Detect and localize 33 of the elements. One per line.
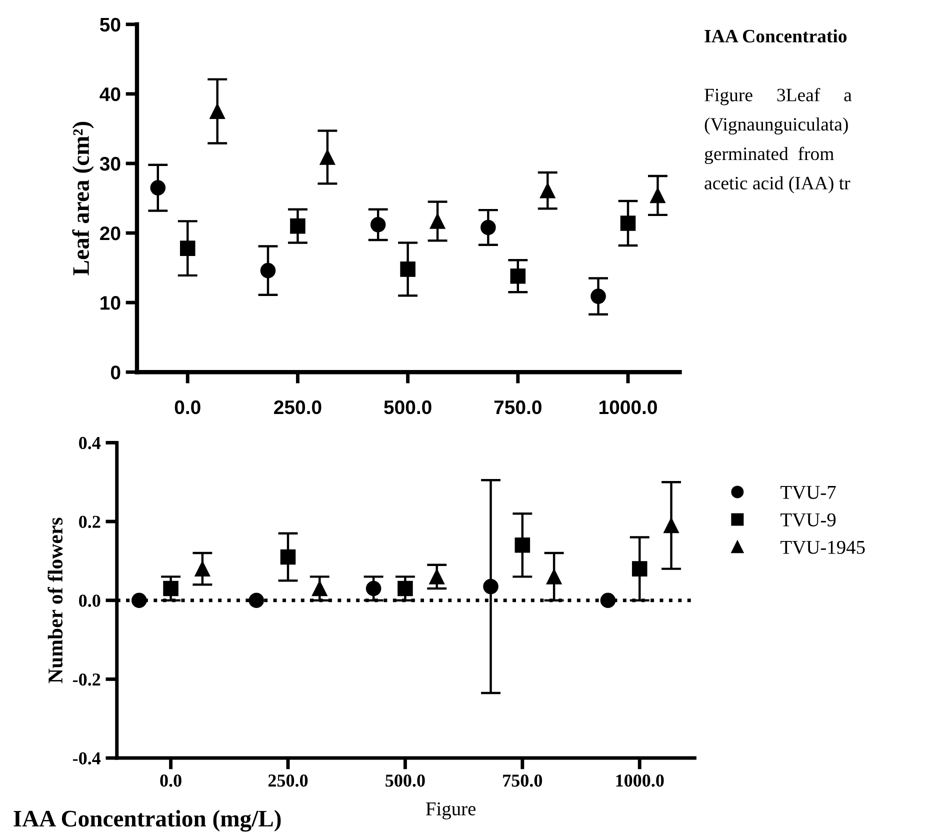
x-tick-label: 750.0 — [503, 774, 542, 787]
x-tick-label: 250.0 — [268, 774, 308, 787]
y-tick-label: 0.0 — [79, 594, 100, 607]
y-tick-label: 0.2 — [79, 516, 100, 528]
y-tick-label: -0.4 — [72, 752, 101, 765]
y-axis-title: Leaf area (cm²) — [72, 122, 94, 276]
legend-label: TVU-9 — [780, 513, 836, 527]
text: (Vignaunguiculata) — [704, 117, 848, 135]
x-tick-label: 0.0 — [174, 400, 200, 414]
x-tick-label: 0.0 — [160, 774, 182, 787]
x-tick-label: 500.0 — [386, 774, 425, 787]
text: acetic acid (IAA) tr — [704, 176, 850, 194]
y-tick-label: 10 — [100, 296, 120, 310]
text: Figure — [426, 802, 476, 820]
y-tick-label: 40 — [100, 87, 120, 102]
x-tick-label: 1000.0 — [616, 774, 664, 787]
y-tick-label: 0.4 — [79, 436, 101, 450]
y-axis-title: Number of flowers — [48, 518, 63, 684]
y-tick-label: 30 — [100, 156, 120, 171]
x-tick-label: 500.0 — [384, 400, 432, 414]
y-tick-label: 50 — [100, 18, 120, 32]
legend-label: TVU-7 — [780, 486, 836, 500]
x-tick-label: 750.0 — [494, 400, 542, 414]
caption: Figure 3Leaf a — [704, 88, 852, 106]
y-tick-label: 0 — [110, 366, 120, 380]
y-tick-label: 20 — [100, 226, 120, 240]
y-tick-label: -0.2 — [72, 673, 100, 686]
x-tick-label: 1000.0 — [599, 400, 657, 414]
x-tick-label: 250.0 — [274, 400, 322, 414]
text: IAA Concentratio — [704, 29, 847, 42]
text: germinated from — [704, 146, 834, 164]
legend-label: TVU-1945 — [780, 540, 865, 554]
x-axis-title: IAA Concentration (mg/L) — [14, 810, 281, 832]
